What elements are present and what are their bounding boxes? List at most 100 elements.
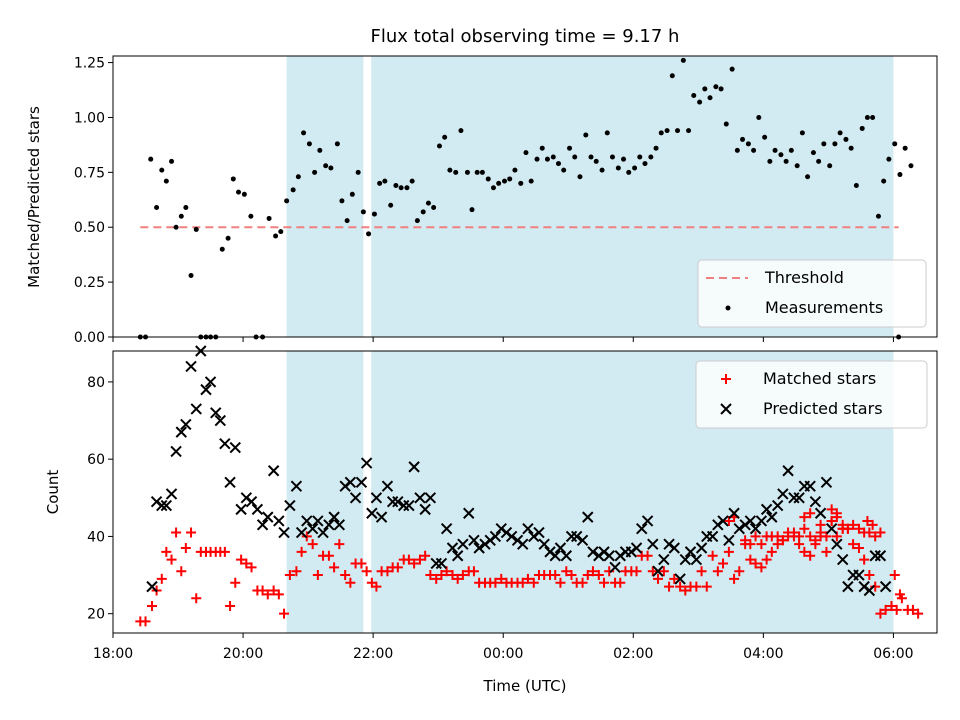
matched-star-point (296, 546, 307, 557)
measurement-point (334, 141, 340, 147)
matched-star-point (403, 554, 414, 565)
predicted-star-point (587, 546, 599, 558)
measurement-point (555, 161, 561, 167)
matched-star-point (555, 577, 566, 588)
matched-star-point (219, 546, 230, 557)
measurement-point (609, 154, 615, 160)
matched-star-point (826, 504, 837, 515)
plot-frame (112, 350, 938, 634)
matched-star-point (894, 589, 905, 600)
matched-star-point (853, 543, 864, 554)
predicted-star-point (582, 511, 594, 523)
matched-star-point (409, 558, 420, 569)
matched-star-point (447, 570, 458, 581)
predicted-star-point (424, 492, 437, 504)
predicted-star-point (224, 476, 236, 489)
predicted-star-point (160, 499, 173, 512)
matched-star-point (156, 573, 167, 584)
predicted-star-point (355, 476, 368, 489)
predicted-star-point (565, 530, 578, 543)
measurement-point (278, 229, 284, 235)
predicted-star-point (317, 526, 329, 539)
legend: Threshold Measurements (697, 259, 927, 328)
predicted-star-point (457, 538, 469, 550)
measurement-point (658, 130, 664, 136)
matched-star-point (805, 508, 816, 519)
matched-star-point (340, 570, 351, 581)
predicted-star-point (204, 376, 217, 388)
predicted-star-point (328, 511, 340, 523)
measurement-point (442, 134, 448, 140)
predicted-star-point (375, 511, 388, 523)
legend-label: Threshold (764, 268, 844, 287)
x-tick-label: 22:00 (353, 646, 393, 662)
predicted-star-point (219, 438, 231, 450)
measurement-point (377, 180, 383, 186)
measurement-point (577, 174, 583, 180)
matched-star-point (577, 577, 588, 588)
predicted-star-point (766, 511, 778, 523)
predicted-star-point (636, 522, 648, 535)
matched-star-point (371, 581, 382, 592)
measurement-point (360, 209, 366, 215)
measurement-point (892, 141, 898, 147)
predicted-star-point (229, 441, 241, 454)
matched-star-point (528, 577, 539, 588)
predicted-star-point (793, 492, 805, 504)
matched-star-point (848, 539, 859, 550)
measurement-point (875, 213, 881, 219)
measurement-point (832, 141, 838, 147)
matched-star-point (691, 581, 702, 592)
predicted-star-point (190, 403, 202, 415)
measurement-point (447, 167, 453, 173)
matched-star-point (889, 570, 900, 581)
measurement-point (236, 189, 242, 195)
measurement-point (827, 163, 833, 169)
x-tick-label: 04:00 (743, 646, 783, 662)
matched-star-point (799, 512, 810, 523)
measurement-point (745, 141, 751, 147)
measurement-point (154, 204, 160, 210)
x-tick-label: 02:00 (613, 646, 653, 662)
matched-star-point (420, 550, 431, 561)
matched-star-point (186, 527, 197, 538)
predicted-star-point (156, 499, 168, 512)
measurement-point (756, 114, 762, 120)
measurement-point (626, 169, 632, 175)
matched-star-point (490, 577, 501, 588)
predicted-star-point (538, 538, 550, 550)
measurement-point (713, 84, 719, 90)
predicted-star-point (165, 488, 178, 500)
matched-star-point (140, 616, 151, 627)
matched-star-point (723, 546, 734, 557)
measurement-point (490, 185, 496, 191)
predicted-star-point (869, 550, 881, 562)
matched-star-point (246, 562, 257, 573)
predicted-star-point (267, 465, 280, 477)
y-tick-label: 1.00 (74, 110, 105, 126)
matched-star-point (880, 604, 891, 615)
x-tick-label: 06:00 (873, 646, 913, 662)
measurement-point (474, 169, 480, 175)
measurement-point (163, 178, 169, 184)
predicted-star-point (301, 515, 313, 527)
predicted-star-point (554, 542, 567, 554)
measurement-point (420, 209, 426, 215)
matched-star-point (496, 573, 507, 584)
measurement-point (169, 158, 175, 164)
matched-star-point (642, 550, 653, 561)
matched-star-point (307, 539, 318, 550)
matched-star-point (864, 570, 875, 581)
x-tick-label: 20:00 (223, 646, 263, 662)
predicted-star-point (874, 550, 887, 562)
matched-star-point (783, 527, 794, 538)
measurement-point (707, 95, 713, 101)
matched-star-point (284, 570, 295, 581)
measurement-point (550, 154, 556, 160)
measurement-point (897, 172, 903, 178)
matched-star-point (334, 539, 345, 550)
measurement-point (344, 218, 350, 224)
measurement-point (544, 156, 550, 162)
matched-star-point (425, 570, 436, 581)
legend-label: Predicted stars (763, 399, 883, 418)
